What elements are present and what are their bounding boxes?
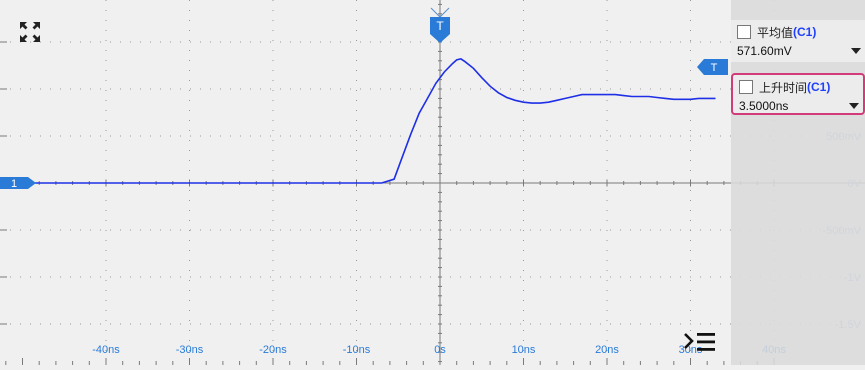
- trigger-time-label: T: [436, 19, 444, 33]
- measurement-mean-dropdown-icon[interactable]: [851, 48, 861, 54]
- time-tick-label: -40ns: [92, 344, 120, 356]
- measurement-mean-value: 571.60mV: [737, 44, 792, 58]
- time-tick-label: 20ns: [595, 344, 619, 356]
- channel-1-marker[interactable]: 1: [0, 177, 36, 190]
- measurement-rise-time-dropdown-icon[interactable]: [849, 103, 859, 109]
- time-tick-label: -30ns: [176, 344, 204, 356]
- time-tick-label: 0s: [434, 344, 446, 356]
- trigger-level-label: T: [711, 62, 718, 74]
- measurement-rise-time-channel: (C1): [807, 80, 831, 94]
- mean-waveform-icon: [737, 25, 751, 39]
- time-axis-labels: -40ns-30ns-20ns-10ns0s10ns20ns30ns40ns: [92, 344, 786, 356]
- trigger-level-marker[interactable]: T: [697, 59, 728, 75]
- measurement-rise-time[interactable]: 上升时间 (C1) 3.5000ns: [731, 73, 865, 115]
- time-tick-label: -20ns: [259, 344, 287, 356]
- channel-1-label: 1: [11, 178, 17, 190]
- measurement-rise-time-label: 上升时间: [759, 80, 808, 95]
- fullscreen-icon[interactable]: [18, 20, 42, 44]
- measurement-rise-time-value: 3.5000ns: [739, 99, 789, 113]
- measurement-mean-label: 平均值: [757, 25, 794, 40]
- rise-time-waveform-icon: [739, 80, 753, 94]
- trigger-time-marker[interactable]: T: [430, 7, 450, 43]
- menu-toggle-icon[interactable]: [684, 330, 718, 354]
- measurement-mean[interactable]: 平均值 (C1) 571.60mV: [731, 20, 865, 62]
- measurement-mean-channel: (C1): [793, 25, 817, 39]
- time-tick-label: -10ns: [343, 344, 371, 356]
- channel-1-trace: [22, 58, 716, 184]
- time-tick-label: 10ns: [512, 344, 536, 356]
